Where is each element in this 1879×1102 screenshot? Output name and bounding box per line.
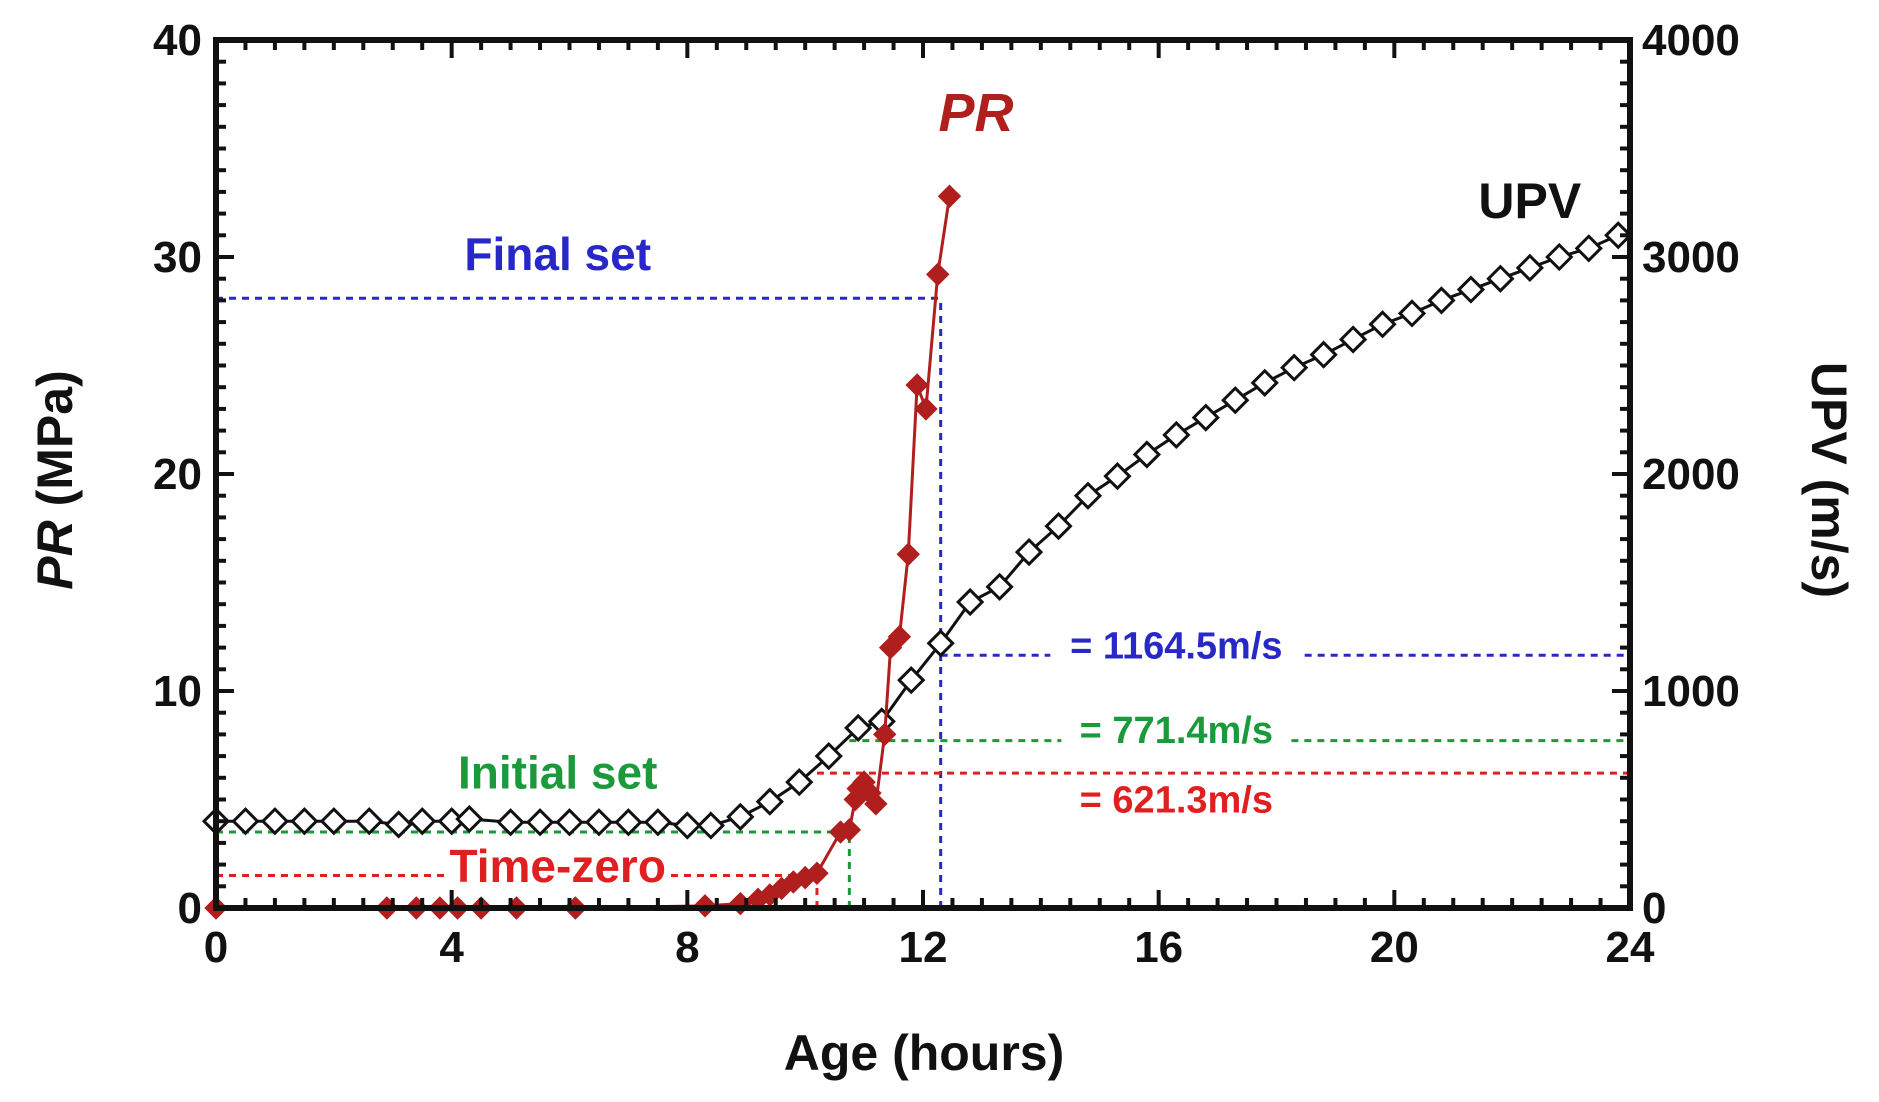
upv-line [216, 233, 1619, 828]
upv-point [555, 808, 584, 837]
y-axis-left-title-italic: PR [27, 520, 83, 589]
upv-point [1427, 286, 1456, 315]
pr-point [937, 184, 962, 208]
upv-timezero-label-bg [1061, 782, 1292, 823]
upv-point [1486, 264, 1515, 293]
y-left-tick-label: 10 [153, 667, 202, 716]
initial-set-label: Initial set [458, 747, 657, 799]
y-axis-left-title-unit: (MPa) [27, 370, 83, 520]
upv-point [844, 713, 873, 743]
upv-initial-label: = 771.4m/s [1080, 710, 1273, 752]
upv-point [1250, 368, 1279, 397]
y-right-tick-label: 4000 [1642, 16, 1740, 65]
upv-point [525, 808, 555, 837]
upv-initial-label-bg [1061, 713, 1292, 754]
upv-point [643, 808, 672, 837]
initial-set-label-bg [425, 752, 690, 797]
y-right-tick-label: 0 [1642, 884, 1666, 933]
upv-point [1044, 511, 1073, 541]
y-right-tick-label: 1000 [1642, 667, 1740, 716]
upv-final-label-bg [1050, 628, 1303, 669]
upv-point [1368, 310, 1397, 339]
upv-point [1014, 537, 1044, 567]
upv-point [956, 587, 985, 617]
pr-point [864, 792, 888, 816]
upv-point [1132, 440, 1162, 469]
upv-point [290, 807, 319, 836]
pr-label-label: PR [939, 83, 1014, 143]
y-left-tick-label: 0 [178, 884, 202, 933]
upv-point [1221, 386, 1250, 415]
time-zero-label: Time-zero [449, 840, 665, 892]
y-right-tick-label: 2000 [1642, 450, 1740, 499]
upv-series [201, 221, 1633, 840]
upv-point [319, 807, 348, 836]
pr-line [216, 196, 951, 910]
y-axis-left-title: PR (MPa) [27, 370, 83, 589]
x-tick-label: 24 [1606, 923, 1655, 972]
upv-point [696, 811, 726, 840]
upv-point [985, 572, 1014, 601]
upv-point [1397, 299, 1427, 328]
x-tick-label: 0 [204, 923, 228, 972]
x-tick-label: 12 [899, 923, 948, 972]
upv-point [1280, 353, 1309, 382]
upv-point [1162, 420, 1191, 450]
upv-point [614, 808, 643, 837]
upv-point [814, 741, 843, 771]
upv-point [926, 629, 955, 658]
pr-point [926, 262, 950, 287]
upv-timezero-label: = 621.3m/s [1080, 780, 1273, 822]
pr-point [914, 397, 938, 421]
upv-point [455, 804, 484, 834]
pr-series [204, 184, 962, 920]
y-left-tick-label: 20 [153, 450, 202, 499]
upv-point [755, 787, 784, 816]
pr-point [872, 722, 897, 747]
pr-point [805, 861, 829, 885]
upv-point [1604, 221, 1633, 250]
time-zero-label-bg [449, 845, 666, 890]
upv-point [584, 808, 614, 837]
y-left-tick-label: 30 [153, 233, 202, 282]
x-axis-title: Age (hours) [784, 1025, 1065, 1081]
upv-point [408, 807, 437, 836]
pr-point [896, 542, 920, 566]
pr-point [837, 818, 862, 842]
y-right-tick-label: 3000 [1642, 233, 1740, 282]
upv-point [1191, 403, 1220, 432]
x-tick-label: 16 [1134, 923, 1183, 972]
upv-label-label: UPV [1478, 173, 1581, 229]
upv-point [726, 802, 755, 831]
upv-point [1073, 481, 1103, 510]
y-left-tick-label: 40 [153, 16, 202, 65]
x-tick-label: 4 [439, 923, 464, 972]
upv-point [1515, 253, 1544, 282]
pr-point [887, 625, 912, 649]
upv-point [1456, 275, 1486, 304]
upv-point [384, 810, 413, 839]
x-tick-label: 8 [675, 923, 699, 972]
upv-final-label: = 1164.5m/s [1070, 625, 1282, 667]
upv-point [785, 768, 814, 797]
upv-point [1309, 340, 1338, 369]
upv-point [1574, 234, 1603, 263]
upv-point [231, 807, 260, 836]
upv-point [1545, 242, 1574, 272]
pr-point [905, 373, 929, 397]
upv-point [260, 807, 290, 836]
upv-point [496, 808, 525, 837]
upv-point [673, 811, 702, 840]
upv-point [897, 666, 926, 695]
x-tick-label: 20 [1370, 923, 1419, 972]
final-set-label: Final set [464, 228, 651, 280]
y-axis-right-title: UPV (m/s) [1801, 362, 1857, 598]
annotations: PR UPV Final set Initial set Time-zero = 1164… [425, 83, 1582, 892]
upv-point [1103, 462, 1132, 491]
upv-point [1338, 325, 1368, 354]
upv-point [355, 807, 384, 836]
